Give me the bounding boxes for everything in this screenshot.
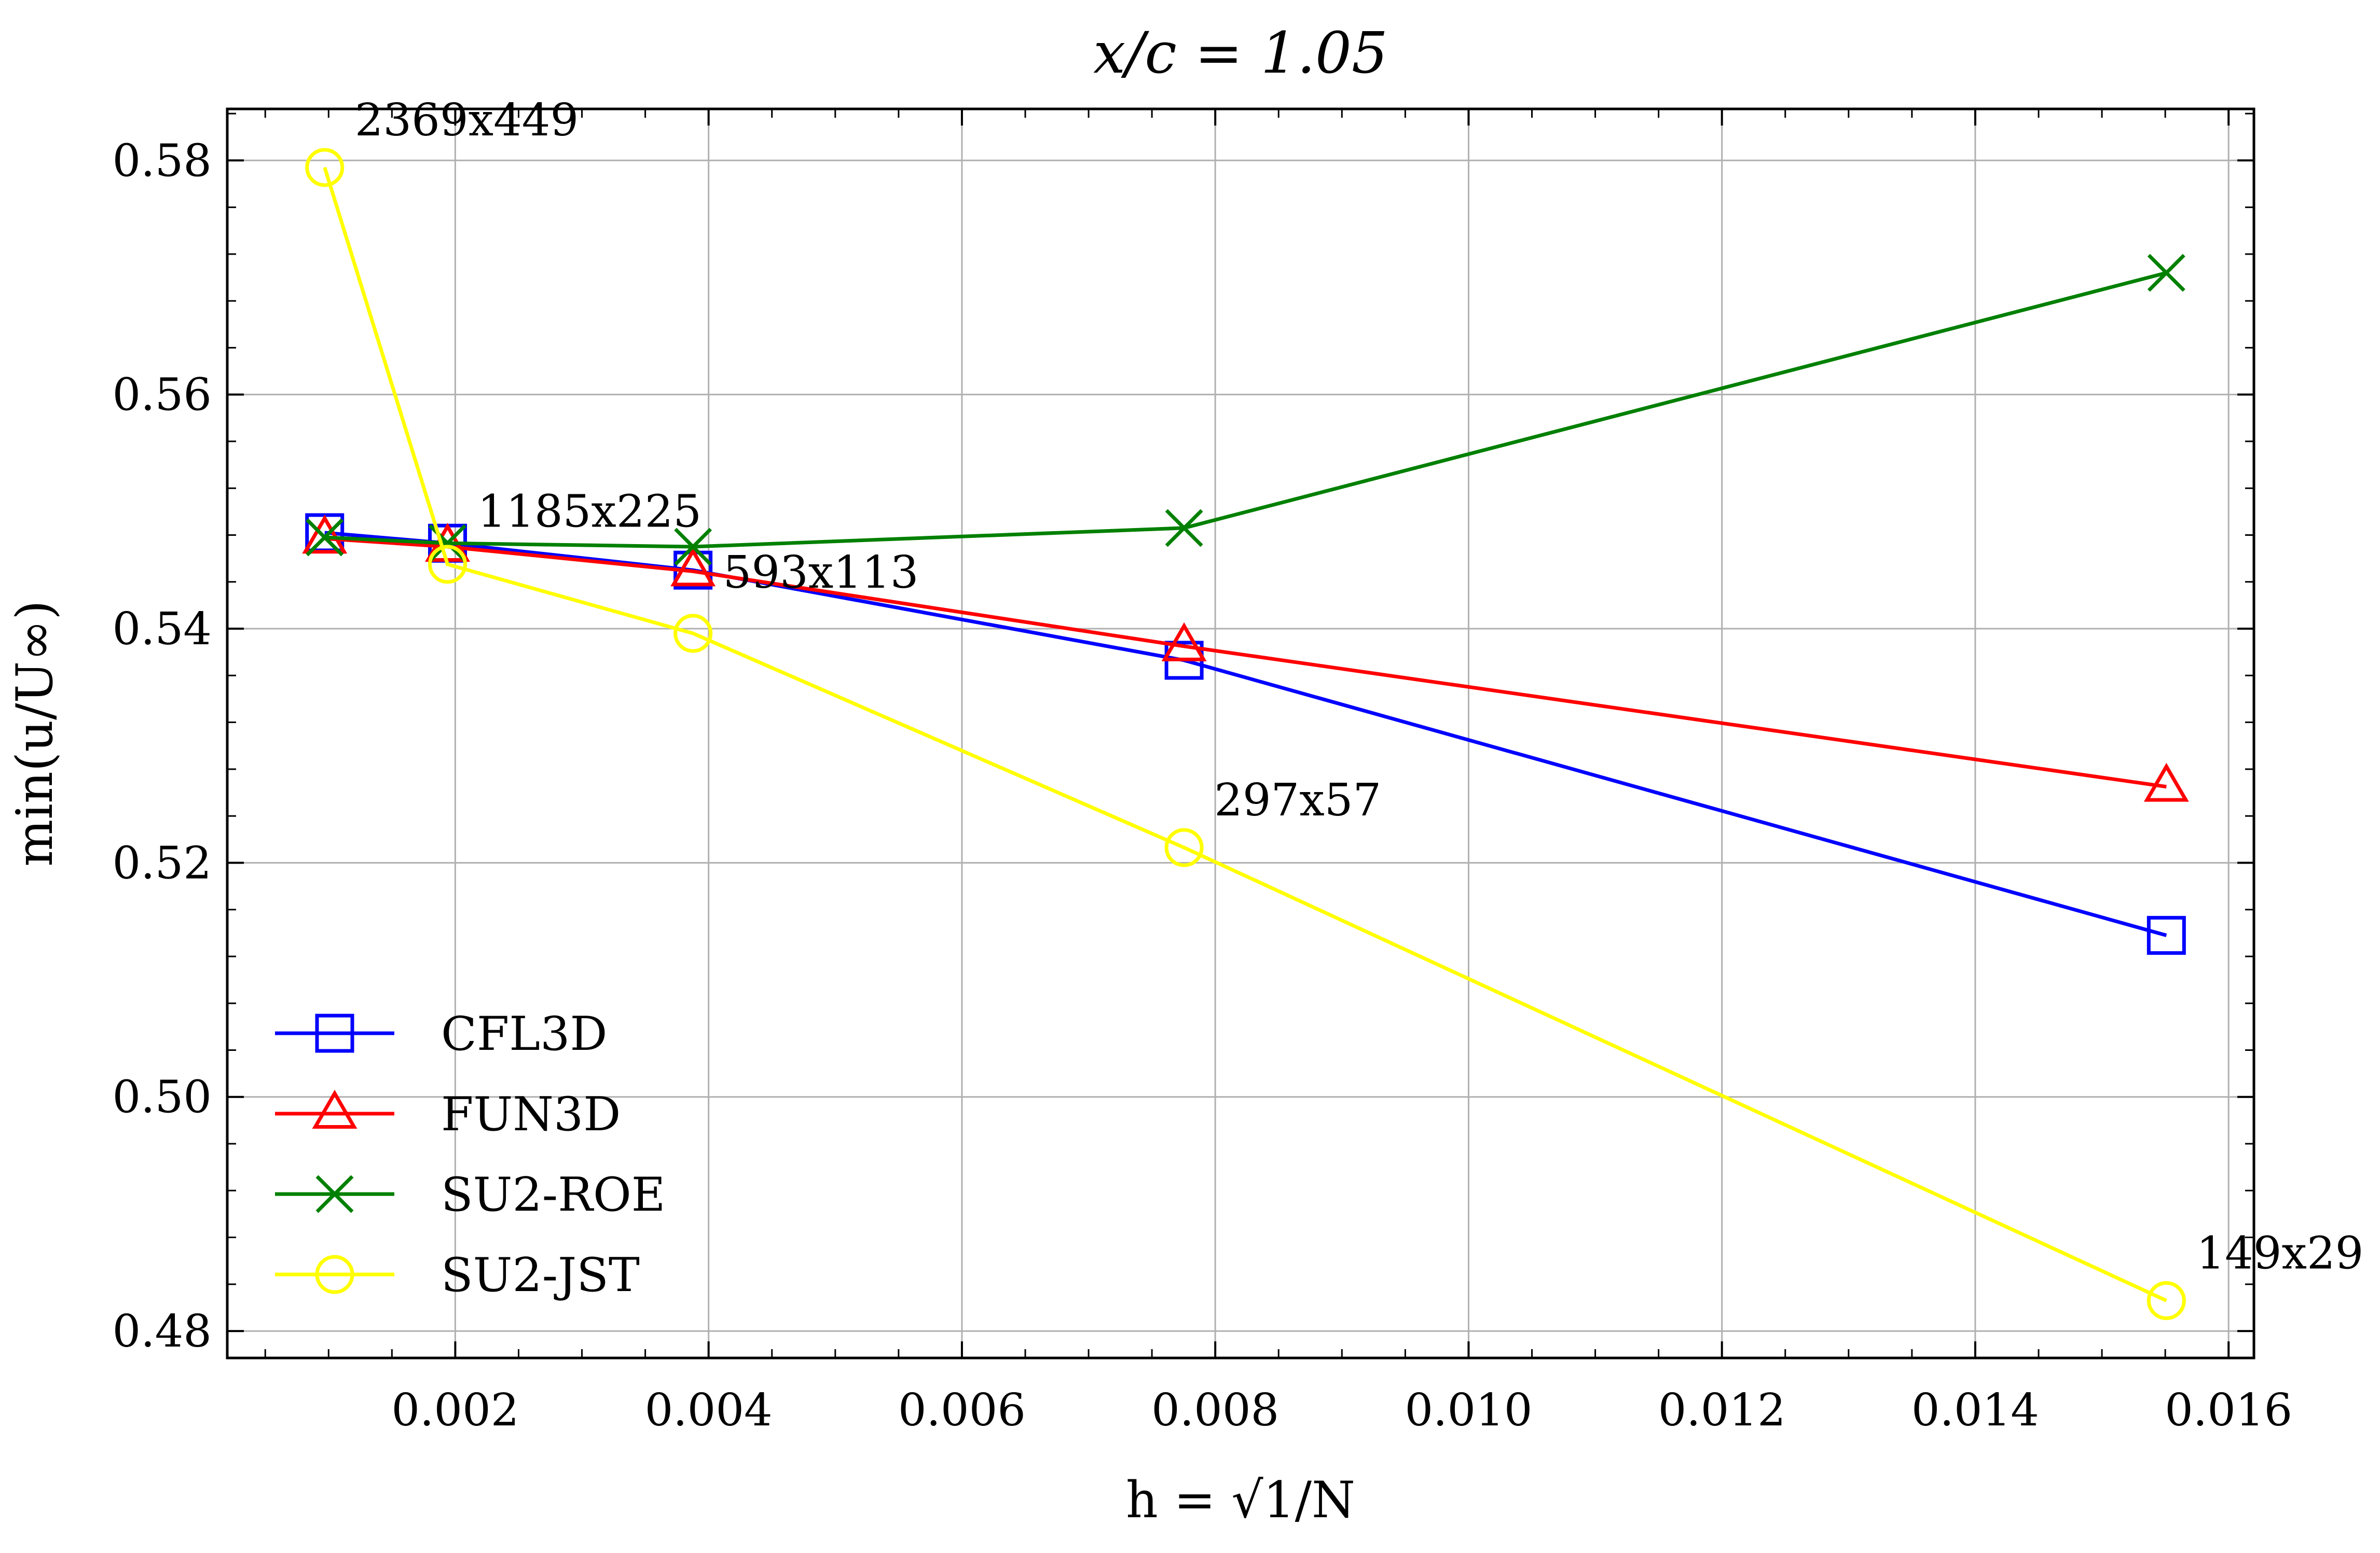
y-axis-label: min(u/U∞) (6, 600, 64, 867)
x-tick-label: 0.006 (898, 1384, 1026, 1436)
x-axis-label: h = √1/N (1126, 1471, 1355, 1529)
legend-item-su2-jst: SU2-JST (275, 1248, 640, 1302)
y-tick-label: 0.58 (113, 135, 212, 187)
data-point-su2-roe (1165, 509, 1203, 547)
y-tick-label: 0.48 (113, 1306, 212, 1357)
series-line-su2-jst (323, 167, 2167, 1302)
x-tick-label: 0.014 (1911, 1384, 2039, 1436)
x-tick-label: 0.010 (1405, 1384, 1532, 1436)
chart-title: x/c = 1.05 (1093, 20, 1388, 86)
y-tick-label: 0.54 (113, 603, 212, 655)
legend-label: FUN3D (441, 1087, 621, 1142)
data-point-su2-jst (2147, 1281, 2186, 1320)
data-point-su2-jst (428, 545, 467, 584)
legend-label: CFL3D (441, 1007, 608, 1061)
data-point-fun3d (2143, 762, 2189, 802)
data-point-cfl3d (2147, 916, 2186, 955)
legend-label: SU2-JST (441, 1248, 640, 1302)
data-point-su2-roe (306, 518, 344, 557)
data-point-su2-jst (673, 614, 713, 653)
x-tick-label: 0.004 (645, 1384, 773, 1436)
legend-item-su2-roe: SU2-ROE (275, 1168, 665, 1222)
legend-marker (312, 1089, 357, 1129)
y-tick-label: 0.52 (113, 837, 212, 889)
legend-marker (315, 1175, 354, 1213)
data-point-su2-roe (674, 528, 712, 566)
data-point-fun3d (1161, 622, 1207, 661)
legend-item-fun3d: FUN3D (275, 1087, 621, 1142)
axis-ticks: 0.002 0.004 0.006 0.008 0.010 0.012 0.014 0.016… (113, 109, 2292, 1436)
legend-marker (315, 1014, 354, 1053)
grid-size-annotation: 297x57 (1214, 774, 1381, 826)
y-tick-label: 0.50 (113, 1072, 212, 1124)
grid-size-annotation: 593x113 (723, 547, 919, 599)
plot-frame (226, 107, 2255, 1360)
data-point-su2-roe (2147, 254, 2185, 292)
data-point-fun3d (302, 515, 348, 554)
series-line-fun3d (324, 536, 2167, 789)
data-point-fun3d (670, 547, 716, 587)
point-annotations: 2369x449 1185x225 593x113 297x57 149x29 (355, 94, 2364, 1280)
series-layer (302, 148, 2189, 1320)
grid-lines (227, 109, 2254, 1358)
grid-size-annotation: 2369x449 (355, 94, 579, 146)
legend-item-cfl3d: CFL3D (275, 1007, 608, 1061)
legend: CFL3D FUN3D SU2-ROE SU2-JST (275, 1007, 665, 1302)
grid-size-annotation: 149x29 (2196, 1227, 2363, 1279)
x-tick-label: 0.008 (1151, 1384, 1279, 1436)
grid-size-annotation: 1185x225 (478, 486, 702, 537)
legend-marker (315, 1255, 354, 1294)
x-tick-label: 0.016 (2165, 1384, 2292, 1436)
data-point-su2-jst (1164, 828, 1204, 867)
data-point-su2-jst (305, 148, 345, 187)
legend-label: SU2-ROE (441, 1168, 665, 1222)
x-tick-label: 0.002 (391, 1384, 519, 1436)
x-tick-label: 0.012 (1658, 1384, 1786, 1436)
y-tick-label: 0.56 (113, 369, 212, 421)
